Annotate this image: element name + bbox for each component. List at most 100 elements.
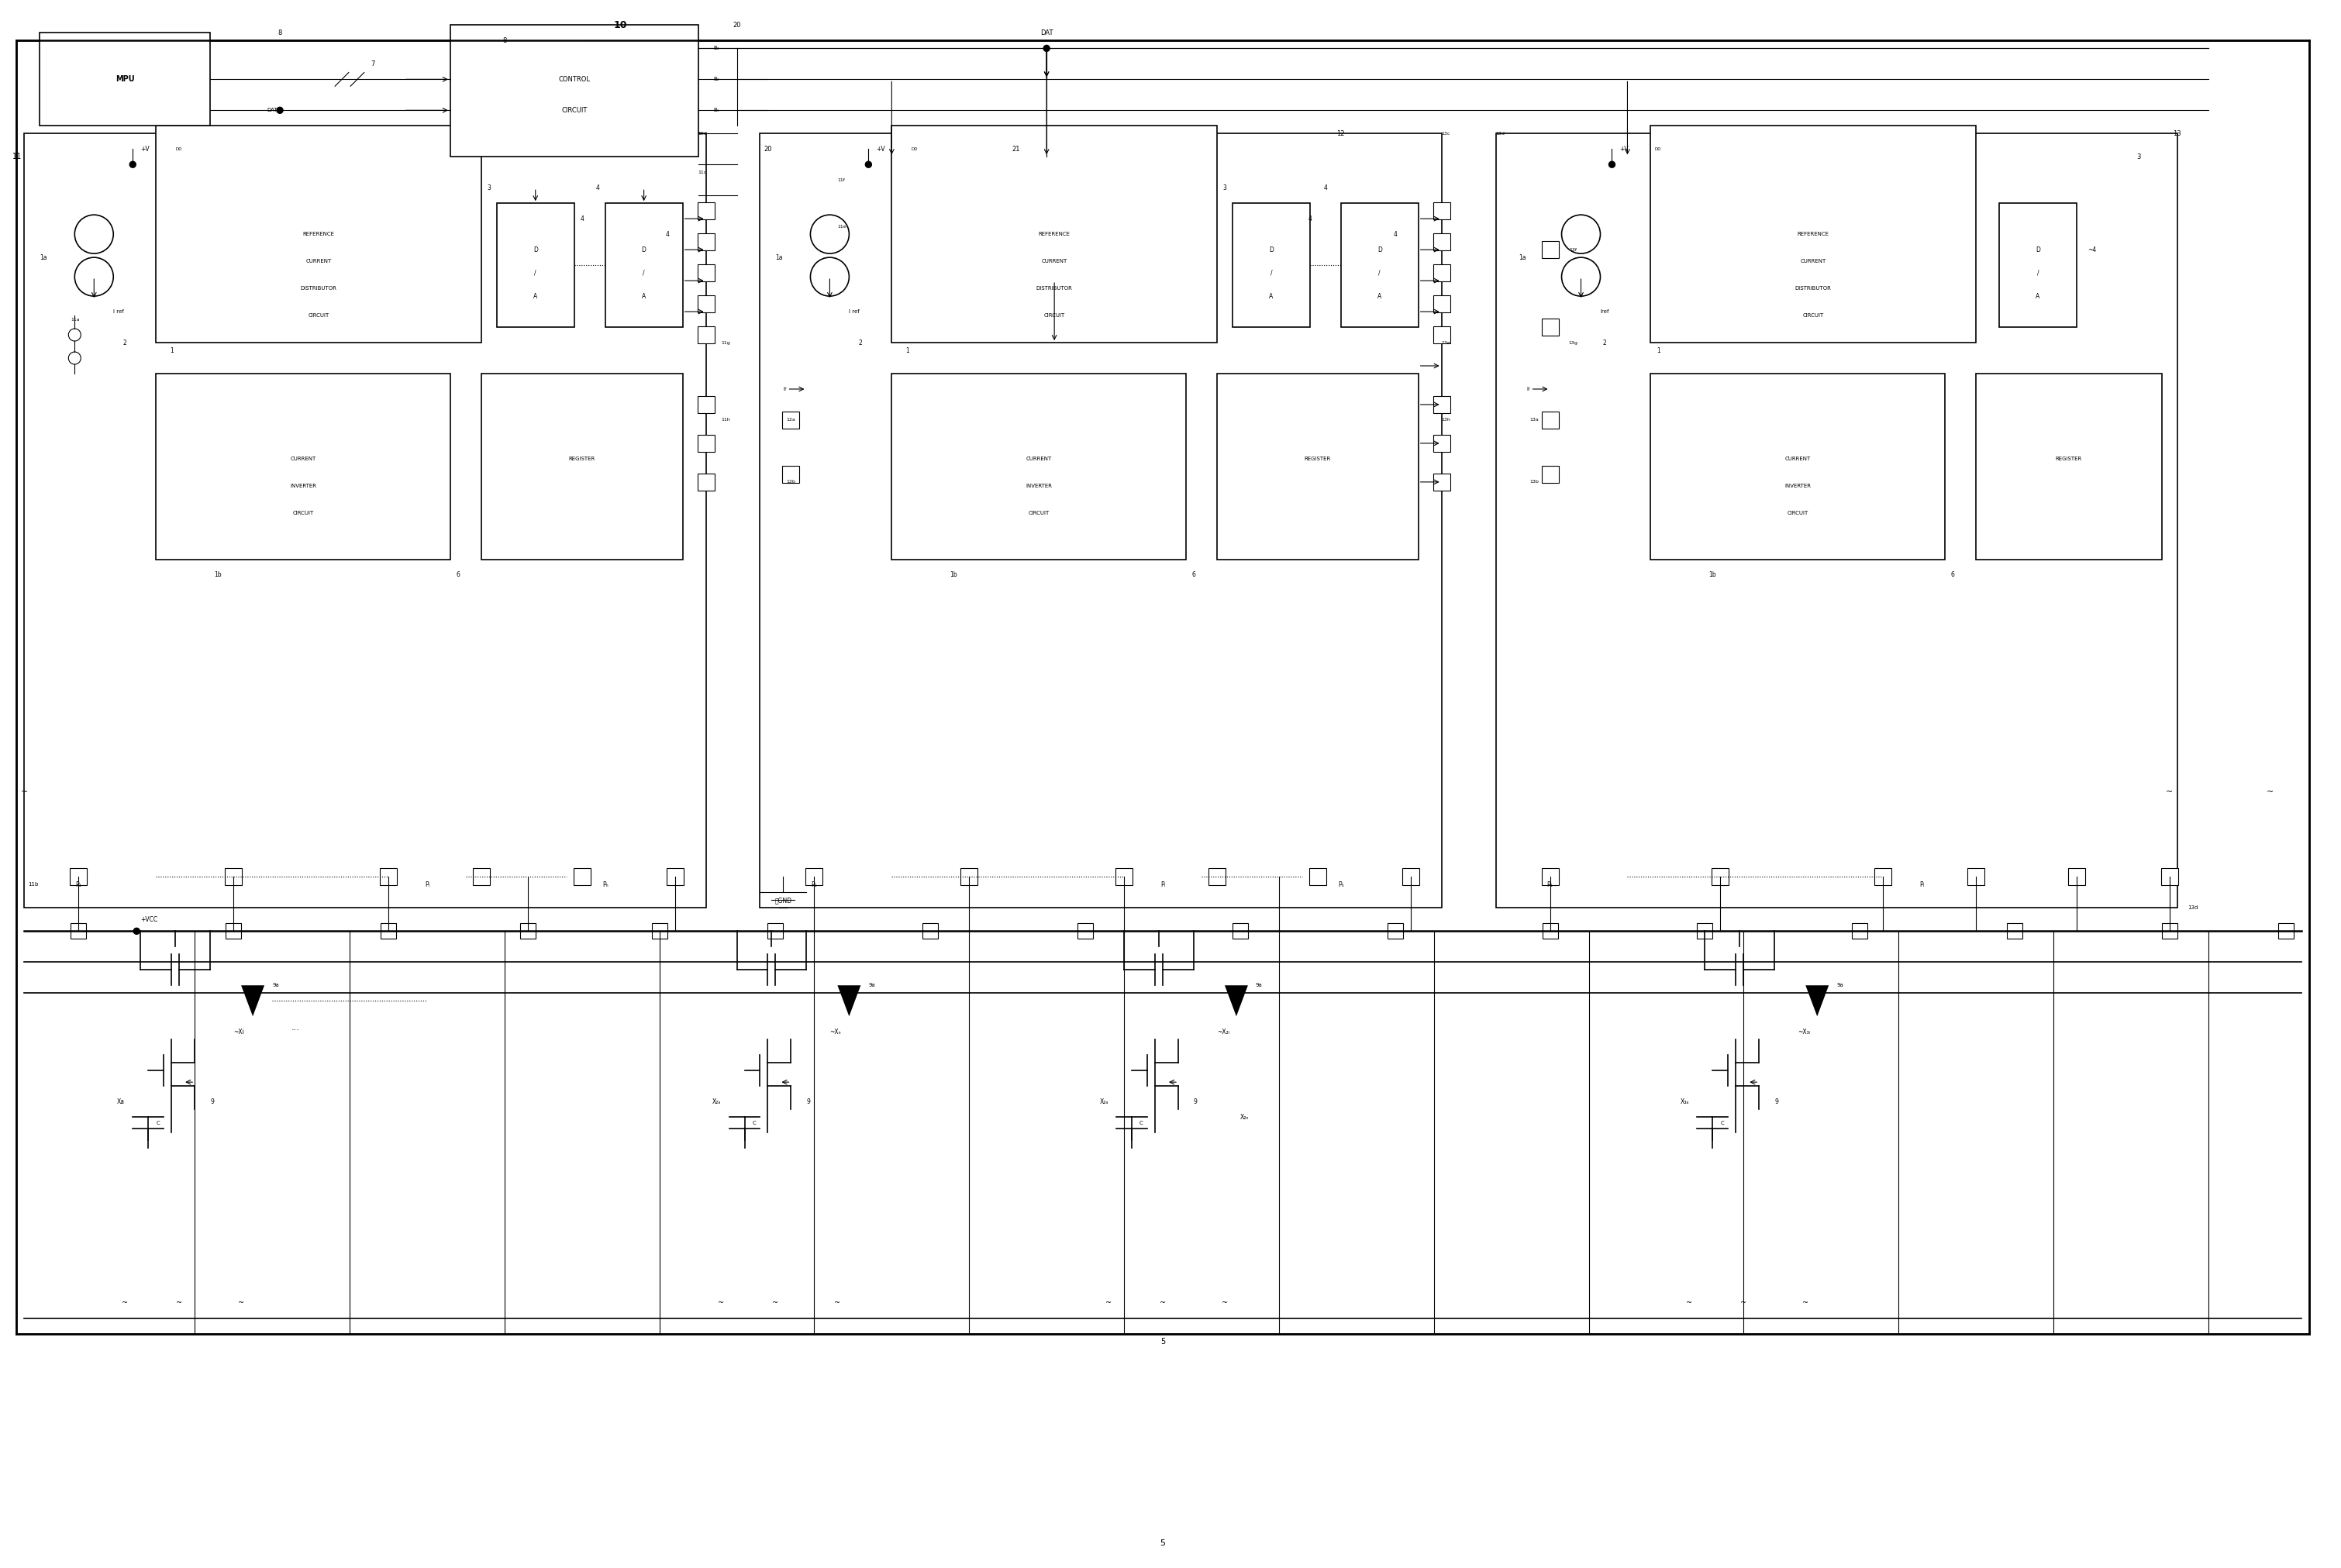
Text: CURRENT: CURRENT [1784, 456, 1810, 461]
Bar [1433, 202, 1449, 220]
Bar [1388, 924, 1402, 939]
Text: ~: ~ [2165, 787, 2172, 795]
Text: CURRENT: CURRENT [290, 456, 316, 461]
Text: 11f: 11f [838, 179, 845, 182]
Text: A: A [534, 293, 538, 299]
Bar [698, 295, 714, 312]
Bar [1402, 869, 1419, 886]
Text: 10: 10 [613, 20, 627, 30]
Circle shape [1608, 162, 1615, 168]
Text: CIRCUIT: CIRCUIT [309, 314, 330, 318]
Text: D: D [1377, 246, 1381, 252]
Text: ~: ~ [2266, 787, 2273, 795]
Text: 13d: 13d [1496, 132, 1505, 135]
Text: 13g: 13g [1568, 340, 1578, 345]
Text: CIRCUIT: CIRCUIT [1803, 314, 1824, 318]
Bar [1966, 869, 1985, 886]
Bar [157, 373, 449, 560]
Text: 13f: 13f [1568, 248, 1578, 251]
Bar [667, 869, 684, 886]
Text: ~: ~ [773, 1298, 780, 1306]
Text: 11h: 11h [721, 419, 730, 422]
Text: CIRCUIT: CIRCUIT [1044, 314, 1065, 318]
Text: 11c: 11c [698, 171, 707, 174]
Bar [70, 924, 87, 939]
Polygon shape [1224, 985, 1248, 1016]
Text: Pₙ: Pₙ [1339, 881, 1344, 887]
Bar [1309, 869, 1325, 886]
Text: 4: 4 [1393, 230, 1398, 238]
Text: 20: 20 [733, 22, 740, 28]
Text: ~X₃ᵢ: ~X₃ᵢ [1798, 1029, 1810, 1035]
Bar [606, 204, 684, 328]
Text: REGISTER: REGISTER [2055, 456, 2081, 461]
Text: ~Xi: ~Xi [234, 1029, 243, 1035]
Bar [1231, 204, 1311, 328]
Bar [1976, 373, 2161, 560]
Text: REFERENCE: REFERENCE [1798, 232, 1828, 237]
Bar [1433, 434, 1449, 452]
Text: 13e: 13e [1442, 340, 1451, 345]
Text: 9a: 9a [1255, 983, 1262, 988]
Bar [1650, 373, 1945, 560]
Circle shape [133, 928, 140, 935]
Text: 11: 11 [12, 154, 21, 160]
Text: 13h: 13h [1442, 419, 1451, 422]
Text: 12a: 12a [787, 419, 796, 422]
Text: ~: ~ [122, 1298, 129, 1306]
Text: +VCC: +VCC [140, 916, 157, 924]
Text: INVERTER: INVERTER [1784, 483, 1812, 488]
Text: INVERTER: INVERTER [1025, 483, 1051, 488]
Text: 21: 21 [1011, 146, 1021, 152]
Text: 13b: 13b [1531, 480, 1538, 485]
Bar [382, 924, 396, 939]
Bar [2278, 924, 2294, 939]
Text: ~: ~ [1105, 1298, 1112, 1306]
Text: P₁: P₁ [812, 881, 817, 887]
Text: 9: 9 [1774, 1098, 1779, 1105]
Polygon shape [1805, 985, 1828, 1016]
Text: 11e: 11e [838, 224, 847, 229]
Bar [520, 924, 536, 939]
Text: 1b: 1b [1709, 571, 1716, 579]
Text: 7: 7 [370, 60, 375, 67]
Bar [1433, 326, 1449, 343]
Text: REFERENCE: REFERENCE [1039, 232, 1070, 237]
Bar [922, 924, 939, 939]
Bar [805, 869, 822, 886]
Text: X₂ₙ: X₂ₙ [1241, 1113, 1250, 1121]
Text: 13c: 13c [1442, 132, 1451, 135]
Bar [1433, 474, 1449, 491]
Text: DISTRIBUTOR: DISTRIBUTOR [1796, 285, 1831, 290]
Text: CURRENT: CURRENT [1042, 259, 1067, 263]
Text: ⏚GND: ⏚GND [775, 897, 791, 903]
Text: X₂ₐ: X₂ₐ [1100, 1098, 1110, 1105]
Text: 12b: 12b [787, 480, 796, 485]
Bar [225, 869, 241, 886]
Text: REFERENCE: REFERENCE [302, 232, 335, 237]
Text: DAT: DAT [1039, 30, 1053, 36]
Text: 13: 13 [2172, 130, 2182, 136]
Text: A: A [641, 293, 646, 299]
Text: DISTRIBUTOR: DISTRIBUTOR [300, 285, 337, 290]
Bar [761, 133, 1442, 908]
Text: C: C [751, 1121, 756, 1126]
Text: ~: ~ [1159, 1298, 1166, 1306]
Bar [70, 869, 87, 886]
Bar [698, 474, 714, 491]
Text: INVERTER: INVERTER [290, 483, 316, 488]
Text: 2: 2 [124, 339, 126, 347]
Bar [1711, 869, 1730, 886]
Text: DD: DD [1655, 147, 1662, 151]
Text: DD: DD [911, 147, 918, 151]
Text: X₂ₐ: X₂ₐ [712, 1098, 721, 1105]
Text: 8: 8 [279, 30, 281, 36]
Bar [1852, 924, 1868, 939]
Text: DISTRIBUTOR: DISTRIBUTOR [1037, 285, 1072, 290]
Bar [2161, 924, 2177, 939]
Text: 9: 9 [1194, 1098, 1199, 1105]
Text: 4: 4 [665, 230, 670, 238]
Text: ~: ~ [1686, 1298, 1693, 1306]
Text: 6: 6 [456, 571, 459, 579]
Text: 5: 5 [1161, 1540, 1166, 1546]
